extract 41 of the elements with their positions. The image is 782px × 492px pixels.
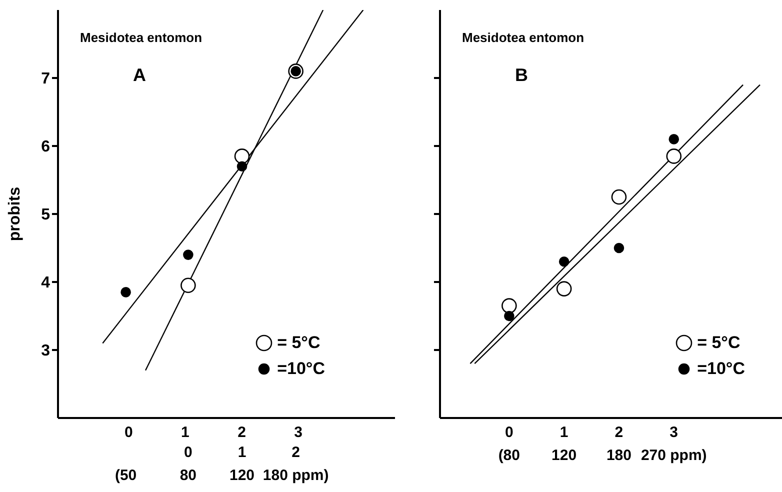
x2-tick-label: 3 <box>294 424 302 441</box>
legend-label: =10°C <box>697 359 745 379</box>
y-tick-label: 6 <box>41 138 50 156</box>
y-tick-label: 5 <box>41 206 50 224</box>
x-tick-label: 80 <box>180 467 197 484</box>
x-tick-label: 270 ppm) <box>640 447 707 464</box>
x2-tick-label: 1 <box>181 424 190 441</box>
y-tick-label: 3 <box>41 342 50 360</box>
x2-tick-label: 1 <box>560 424 568 441</box>
y-axis-title: probits <box>6 186 24 242</box>
x2-tick-label: 3 <box>670 424 678 441</box>
x-tick-label: 180 ppm) <box>262 467 329 484</box>
x2-tick-label: 2 <box>238 424 246 441</box>
point <box>558 256 570 267</box>
point <box>666 148 682 164</box>
text: Mesidotea entomon <box>80 30 202 45</box>
y-tick-label: 4 <box>41 274 50 292</box>
text: A <box>133 65 146 86</box>
x-tick-label: 120 <box>229 467 255 484</box>
x2-tick-label: 2 <box>614 424 624 441</box>
text: 2 <box>292 444 300 461</box>
legend-label: = 5°C <box>277 333 320 353</box>
point <box>556 281 572 296</box>
text: 1 <box>238 444 246 461</box>
x-tick-label: (50 <box>114 467 137 484</box>
x2-tick-label: 0 <box>124 424 133 441</box>
text: B <box>515 65 528 86</box>
legend-label: = 5°C <box>697 333 740 353</box>
point <box>614 242 624 254</box>
point <box>502 298 517 314</box>
y-tick-label: 7 <box>41 70 50 88</box>
text: Mesidotea entomon <box>462 30 584 45</box>
x-tick-label: 120 <box>552 447 577 464</box>
x2-tick-label: 0 <box>504 424 514 441</box>
point <box>668 134 680 144</box>
x-tick-label: (80 <box>498 447 520 464</box>
point <box>504 310 514 322</box>
x-tick-label: 180 <box>606 447 632 464</box>
point <box>611 189 627 205</box>
text: 0 <box>184 444 192 461</box>
legend-label: =10°C <box>277 359 325 379</box>
